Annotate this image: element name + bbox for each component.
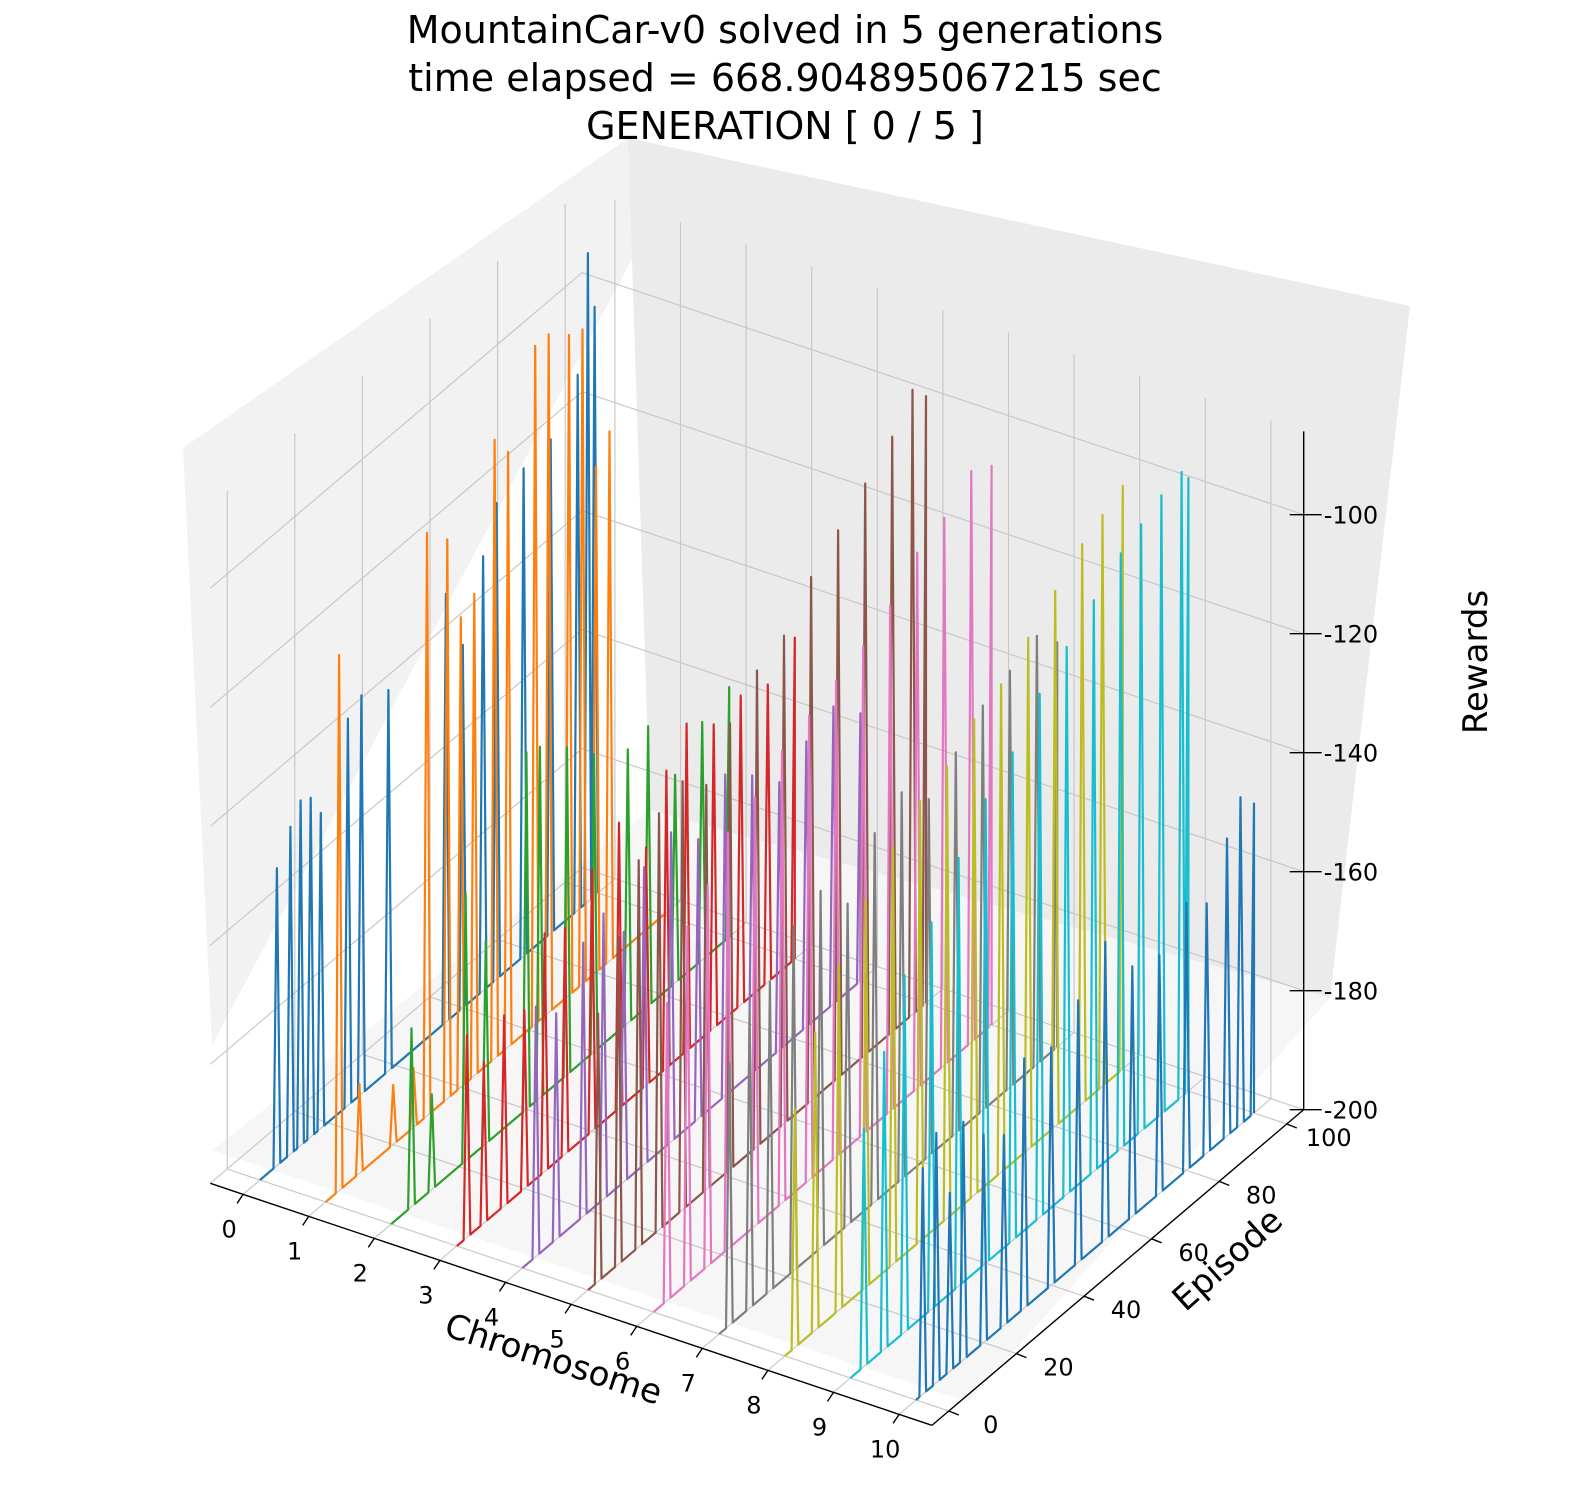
- axis-lines: [210, 431, 1305, 1427]
- grid-line-z: [209, 271, 1304, 589]
- z-tick-label: -140: [1324, 740, 1378, 768]
- y-tick-mark: [1016, 1352, 1027, 1359]
- y-axis-line: [931, 1109, 1305, 1426]
- x-tick-mark: [498, 1281, 507, 1292]
- z-tick-label: -120: [1324, 621, 1378, 649]
- x-tick-label: 0: [221, 1215, 236, 1243]
- y-tick-mark: [1218, 1180, 1230, 1187]
- z-tick-label: -100: [1324, 502, 1378, 530]
- grid-line-z: [209, 866, 1304, 1184]
- x-axis-line: [210, 1182, 933, 1427]
- x-tick-mark: [761, 1369, 769, 1380]
- y-tick-mark: [1083, 1295, 1095, 1301]
- y-tick-label: 40: [1111, 1296, 1142, 1324]
- x-tick-label: 8: [746, 1391, 761, 1419]
- y-tick-label: 100: [1306, 1124, 1352, 1152]
- series-line-chromosome-7: [718, 634, 1059, 1335]
- z-tick-label: -180: [1324, 978, 1378, 1006]
- y-tick-mark: [948, 1410, 960, 1416]
- x-tick-label: 3: [418, 1281, 433, 1309]
- x-tick-mark: [433, 1259, 441, 1270]
- x-axis-label: Chromosome: [440, 1306, 667, 1414]
- chart-title-line-1: MountainCar-v0 solved in 5 generations: [407, 8, 1164, 52]
- x-tick-label: 4: [484, 1303, 499, 1331]
- x-tick-mark: [564, 1303, 572, 1314]
- y-tick-label: 0: [983, 1411, 998, 1439]
- z-axis-label: Rewards: [1456, 590, 1496, 734]
- series-line-chromosome-2: [390, 685, 731, 1225]
- chart-title-line-3: GENERATION [ 0 / 5 ]: [586, 104, 984, 148]
- grid-line-z: [209, 747, 1304, 1065]
- x-tick-mark: [630, 1325, 638, 1336]
- x-tick-mark: [302, 1215, 310, 1226]
- x-tick-label: 2: [353, 1259, 368, 1287]
- x-tick-mark: [367, 1237, 375, 1248]
- x-tick-label: 6: [615, 1347, 630, 1375]
- series-line-chromosome-4: [521, 705, 862, 1269]
- x-tick-label: 9: [812, 1413, 827, 1441]
- z-tick-label: -200: [1324, 1097, 1378, 1125]
- y-tick-label: 80: [1246, 1181, 1277, 1209]
- y-tick-mark: [1151, 1238, 1162, 1244]
- y-tick-label: 60: [1178, 1239, 1209, 1267]
- x-tick-label: 5: [549, 1325, 564, 1353]
- x-tick-label: 7: [681, 1369, 696, 1397]
- chart-title-line-2: time elapsed = 668.904895067215 sec: [408, 56, 1161, 100]
- x-tick-label: 10: [870, 1435, 901, 1463]
- x-tick-mark: [892, 1413, 900, 1424]
- y-tick-mark: [1286, 1123, 1298, 1129]
- tick-labels: 012345678910020406080100-100-120-140-160…: [221, 502, 1378, 1464]
- series-line-chromosome-10: [915, 796, 1256, 1401]
- x-tick-mark: [236, 1193, 244, 1204]
- x-tick-mark: [695, 1347, 703, 1358]
- data-series: [259, 252, 1256, 1401]
- x-tick-mark: [826, 1391, 835, 1402]
- z-tick-label: -160: [1324, 859, 1378, 887]
- series-line-chromosome-0: [259, 252, 600, 1181]
- y-tick-label: 20: [1043, 1354, 1074, 1382]
- x-tick-label: 1: [287, 1237, 302, 1265]
- series-line-chromosome-9: [849, 470, 1190, 1379]
- grid-line-z: [209, 628, 1304, 946]
